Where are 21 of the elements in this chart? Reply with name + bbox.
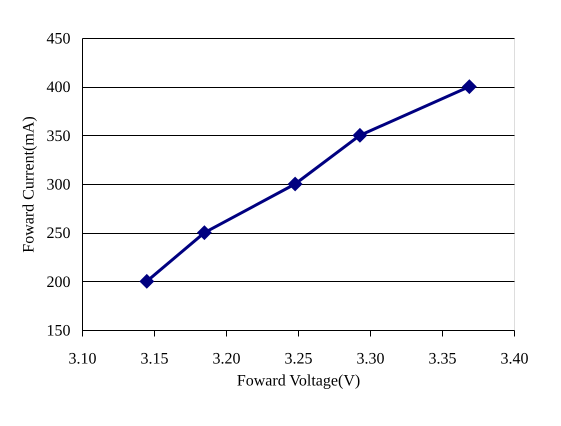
- y-axis-title: Foward Current(mA): [20, 116, 38, 253]
- y-tick-label: 250: [46, 225, 70, 242]
- y-tick-label: 350: [46, 128, 70, 145]
- y-tick-label: 150: [46, 322, 70, 340]
- y-tick-label: 450: [46, 30, 70, 48]
- x-tick-label: 3.30: [356, 350, 384, 368]
- point: [288, 176, 303, 192]
- point: [196, 225, 212, 240]
- y-tick-label: 400: [46, 79, 70, 96]
- x-tick-label: 3.35: [428, 350, 456, 368]
- point: [352, 128, 368, 143]
- x-tick-label: 3.40: [500, 350, 528, 368]
- point: [139, 274, 154, 289]
- point: [462, 79, 477, 94]
- x-tick-label: 3.25: [284, 350, 312, 368]
- y-tick-label: 300: [46, 176, 70, 194]
- x-axis-title: Foward Voltage(V): [236, 372, 360, 390]
- x-tick-label: 3.15: [140, 350, 168, 368]
- y-tick-label: 200: [46, 274, 70, 291]
- x-tick-label: 3.10: [68, 350, 96, 368]
- x-tick-label: 3.20: [212, 350, 240, 368]
